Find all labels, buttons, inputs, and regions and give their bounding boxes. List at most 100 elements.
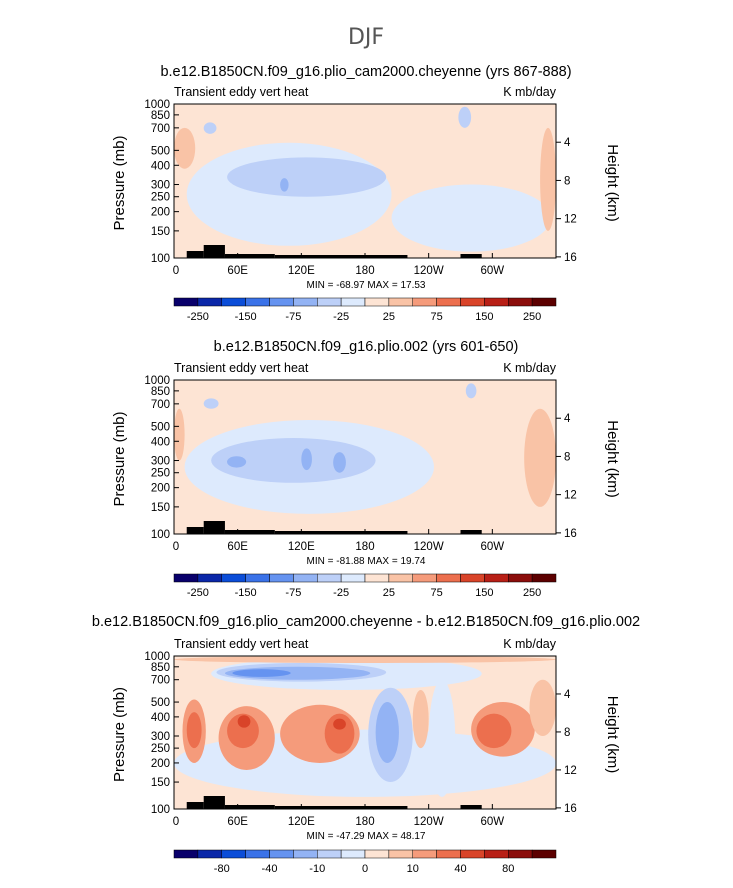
panel-variable-label: Transient eddy vert heat [174,85,309,99]
colorbar-swatch [269,849,294,859]
y-tick-label: 200 [151,207,170,219]
colorbar-swatch [221,573,246,583]
colorbar-label: -40 [262,863,278,875]
y-tick-label: 400 [151,160,170,172]
colorbar-swatch [364,297,390,307]
panel-title: b.e12.B1850CN.f09_g16.plio_cam2000.cheye… [92,614,640,630]
y-tick-label: 500 [151,697,170,709]
contour-region [227,157,387,197]
contour-region [476,713,512,749]
y-tick-label: 1000 [144,375,170,387]
chart-panel-2: b.e12.B1850CN.f09_g16.plio.002 (yrs 601-… [111,339,621,599]
colorbar-swatch [388,297,413,307]
x-tick-label: 60E [227,816,248,828]
y-tick-label: 100 [151,804,170,816]
colorbar-swatch [221,297,246,307]
colorbar-swatch [508,297,533,307]
topography-mask [274,806,408,809]
contour-region [211,438,376,483]
colorbar-swatch [508,849,533,859]
contour-region [540,127,556,231]
contour-region [301,448,312,471]
colorbar-label: -75 [285,587,301,599]
y2-tick-label: 4 [564,413,571,425]
contour-region [227,713,259,749]
y2-tick-label: 8 [564,727,570,739]
colorbar-swatch [531,297,557,307]
x-tick-label: 120E [288,816,315,828]
colorbar-label: -25 [333,311,349,323]
colorbar-label: -75 [285,311,301,323]
topography-mask [460,805,482,809]
colorbar-label: -250 [187,311,209,323]
colorbar-label: 80 [502,863,514,875]
min-max-label: MIN = -68.97 MAX = 17.53 [307,280,426,291]
colorbar-swatch [269,297,294,307]
y-tick-label: 1000 [144,651,170,663]
units-label: K mb/day [503,361,557,375]
y-axis-title: Pressure (mb) [111,687,128,782]
contour-region [174,127,196,169]
colorbar-swatch [412,849,437,859]
colorbar-label: -150 [235,311,257,323]
colorbar-swatch [245,573,270,583]
contour-region [203,398,219,409]
y-tick-label: 500 [151,421,170,433]
x-tick-label: 60E [227,541,248,553]
colorbar-label: 150 [475,587,493,599]
contour-region [412,689,429,749]
y-tick-label: 250 [151,192,170,204]
topography-mask [274,255,408,258]
colorbar-label: 10 [407,863,419,875]
y-tick-label: 250 [151,468,170,480]
topography-mask [274,531,408,534]
colorbar-swatch [436,573,461,583]
colorbar-swatch [508,573,533,583]
topography-mask [224,805,275,809]
y2-tick-label: 8 [564,451,570,463]
colorbar-swatch [531,573,557,583]
x-tick-label: 0 [173,816,179,828]
contour-region [237,715,251,728]
x-tick-label: 120W [414,541,444,553]
colorbar-swatch [269,573,294,583]
topography-mask [203,245,225,258]
colorbar-swatch [317,297,342,307]
colorbar-swatch [412,297,437,307]
x-tick-label: 180 [355,541,374,553]
topography-mask [224,254,275,258]
y-axis-title: Pressure (mb) [111,135,128,230]
colorbar-label: 250 [523,311,541,323]
y2-tick-label: 12 [564,490,577,502]
units-label: K mb/day [503,637,557,651]
colorbar-swatch [436,849,461,859]
contour-region [458,106,472,128]
colorbar-swatch [317,849,342,859]
y2-tick-label: 16 [564,528,577,540]
contour-field [174,383,556,514]
contour-region [333,452,346,473]
y-tick-label: 400 [151,436,170,448]
colorbar-swatch [436,297,461,307]
colorbar-swatch [340,297,366,307]
colorbar-label: 25 [383,311,395,323]
colorbar-swatch [531,849,557,859]
y2-tick-label: 8 [564,175,570,187]
colorbar-swatch [484,297,509,307]
y-tick-label: 700 [151,399,170,411]
colorbar-swatch [412,573,437,583]
x-tick-label: 60E [227,265,248,277]
y-axis-title: Pressure (mb) [111,411,128,506]
topography-mask [203,796,225,809]
colorbar-label: 75 [431,311,443,323]
contour-region [375,702,399,763]
y-tick-label: 100 [151,529,170,541]
colorbar-swatch [460,849,485,859]
contour-region [465,383,477,399]
min-max-label: MIN = -47.29 MAX = 48.17 [307,831,426,842]
x-tick-label: 180 [355,265,374,277]
y-tick-label: 200 [151,483,170,495]
x-tick-label: 60W [481,816,505,828]
panel-variable-label: Transient eddy vert heat [174,361,309,375]
chart-panel-1: b.e12.B1850CN.f09_g16.plio_cam2000.cheye… [111,64,621,323]
